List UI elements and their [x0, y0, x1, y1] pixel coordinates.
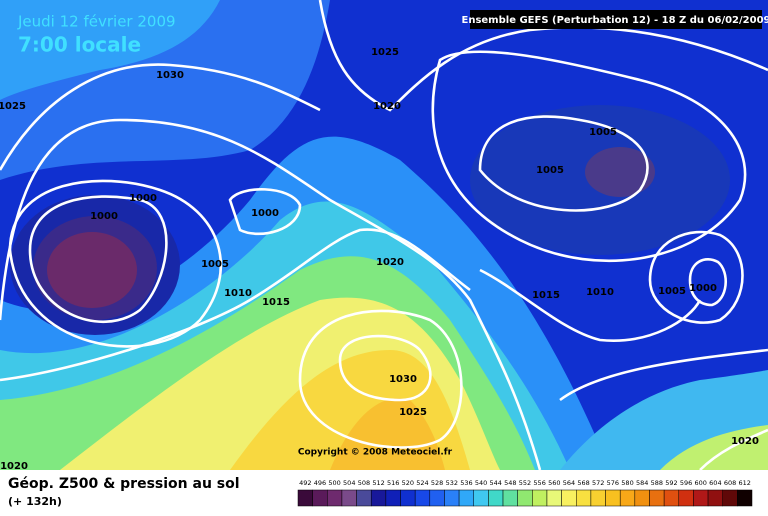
isobar-label: 1000 — [129, 193, 157, 204]
scale-label: 504 — [343, 479, 355, 487]
isobar-label: 1010 — [586, 287, 614, 298]
scale-label: 612 — [738, 479, 750, 487]
scale-swatch — [532, 490, 547, 506]
scale-swatch — [474, 490, 489, 506]
isobar-label: 1015 — [532, 290, 560, 301]
forecast-date: Jeudi 12 février 2009 — [17, 13, 176, 31]
scale-label: 532 — [446, 479, 458, 487]
scale-swatch — [547, 490, 562, 506]
scale-swatch — [444, 490, 459, 506]
scale-swatch — [503, 490, 518, 506]
scale-swatch — [708, 490, 723, 506]
scale-label: 600 — [695, 479, 707, 487]
scale-label: 540 — [475, 479, 487, 487]
isobar-label: 1005 — [201, 259, 229, 270]
scale-label: 512 — [372, 479, 384, 487]
scale-label: 560 — [548, 479, 560, 487]
forecast-time: 7:00 locale — [18, 33, 141, 57]
scale-label: 568 — [577, 479, 589, 487]
scale-label: 608 — [724, 479, 736, 487]
scale-swatch — [327, 490, 342, 506]
scale-label: 552 — [519, 479, 531, 487]
scale-swatch — [576, 490, 591, 506]
scale-swatch — [313, 490, 328, 506]
scale-swatch — [371, 490, 386, 506]
isobar-label: 1005 — [536, 165, 564, 176]
isobar-label: 1000 — [689, 283, 717, 294]
scale-label: 508 — [358, 479, 370, 487]
footer-lead: (+ 132h) — [8, 495, 62, 508]
isobar-label: 1010 — [224, 288, 252, 299]
scale-label: 592 — [665, 479, 677, 487]
scale-label: 564 — [563, 479, 575, 487]
scale-label: 516 — [387, 479, 399, 487]
scale-swatch — [649, 490, 664, 506]
isobar-label: 1000 — [90, 211, 118, 222]
isobar-label: 1030 — [389, 374, 417, 385]
scale-swatch — [386, 490, 401, 506]
isobar-label: 1025 — [0, 101, 26, 112]
scale-swatch — [342, 490, 357, 506]
scale-swatch — [518, 490, 533, 506]
scale-swatch — [488, 490, 503, 506]
scale-label: 536 — [460, 479, 472, 487]
scale-label: 596 — [680, 479, 692, 487]
isobar-label: 1000 — [251, 208, 279, 219]
scale-swatch — [298, 490, 313, 506]
scale-label: 528 — [431, 479, 443, 487]
scale-swatch — [635, 490, 650, 506]
model-info: Ensemble GEFS (Perturbation 12) - 18 Z d… — [462, 15, 768, 26]
scale-label: 576 — [607, 479, 619, 487]
scale-swatch — [679, 490, 694, 506]
footer-title: Géop. Z500 & pression au sol — [8, 476, 240, 492]
scale-label: 548 — [504, 479, 516, 487]
isobar-label: 1020 — [731, 436, 759, 447]
scale-label: 520 — [402, 479, 414, 487]
scale-label: 500 — [328, 479, 340, 487]
isobar-label: 1030 — [156, 70, 184, 81]
scale-swatch — [459, 490, 474, 506]
scale-label: 580 — [621, 479, 633, 487]
scale-label: 492 — [299, 479, 311, 487]
scale-swatch — [693, 490, 708, 506]
scale-label: 524 — [416, 479, 428, 487]
isobar-label: 1025 — [399, 407, 427, 418]
isobar-label: 1025 — [371, 47, 399, 58]
scale-swatch — [430, 490, 445, 506]
isobar-label: 1015 — [262, 297, 290, 308]
copyright: Copyright © 2008 Meteociel.fr — [298, 448, 453, 458]
isobar-label: 1020 — [373, 101, 401, 112]
isobar-label: 1005 — [658, 286, 686, 297]
scale-label: 588 — [651, 479, 663, 487]
scale-label: 496 — [314, 479, 326, 487]
scale-swatch — [401, 490, 416, 506]
scale-label: 544 — [489, 479, 501, 487]
scale-swatch — [620, 490, 635, 506]
scale-label: 604 — [709, 479, 721, 487]
isobar-label: 1020 — [376, 257, 404, 268]
scale-swatch — [664, 490, 679, 506]
scale-swatch — [562, 490, 577, 506]
scale-swatch — [737, 490, 752, 506]
scale-swatch — [606, 490, 621, 506]
scale-swatch — [591, 490, 606, 506]
scale-swatch — [415, 490, 430, 506]
scale-swatch — [357, 490, 372, 506]
scale-label: 572 — [592, 479, 604, 487]
scale-label: 584 — [636, 479, 648, 487]
low-pressure-area — [47, 232, 137, 308]
scale-swatch — [723, 490, 738, 506]
scale-label: 556 — [533, 479, 545, 487]
isobar-label: 1005 — [589, 127, 617, 138]
